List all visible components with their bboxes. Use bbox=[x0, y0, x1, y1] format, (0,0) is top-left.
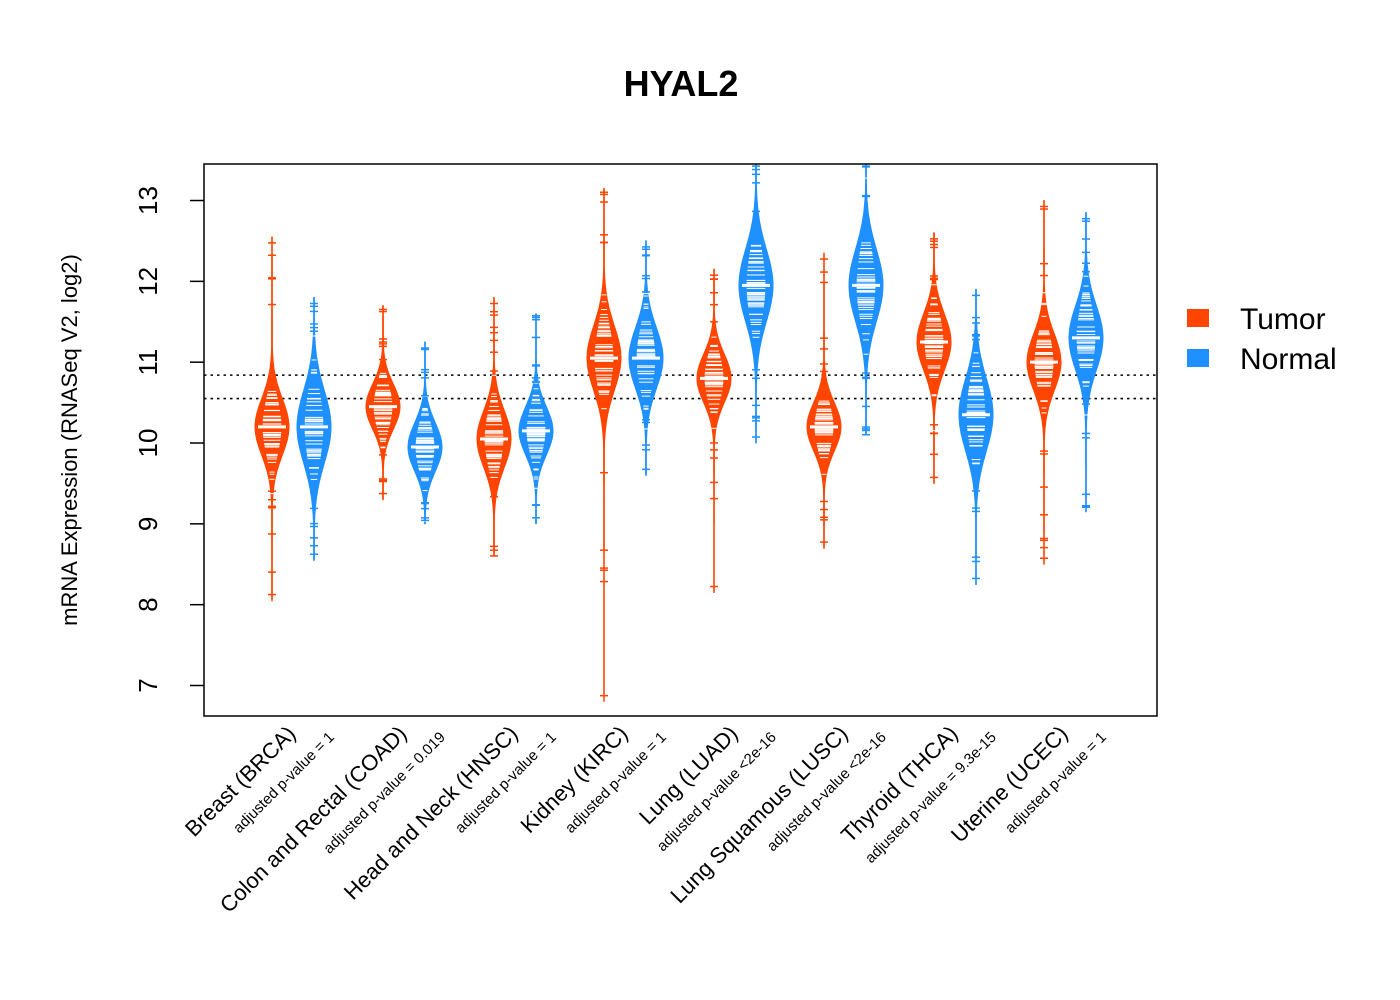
plot-area bbox=[204, 164, 1157, 702]
legend-swatch-tumor bbox=[1187, 309, 1209, 327]
violin-normal-5 bbox=[738, 164, 774, 444]
y-tick-label: 10 bbox=[133, 429, 163, 458]
y-tick-label: 9 bbox=[133, 517, 163, 531]
violin-normal-3 bbox=[518, 313, 554, 525]
y-tick-label: 8 bbox=[133, 597, 163, 611]
violin-tumor-8 bbox=[1026, 200, 1062, 565]
violin-normal-7 bbox=[958, 288, 994, 585]
y-tick-label: 11 bbox=[133, 349, 163, 376]
violin-normal-4 bbox=[628, 240, 664, 476]
violin-tumor-1 bbox=[254, 236, 290, 602]
y-tick-label: 13 bbox=[133, 186, 163, 215]
y-axis-label: mRNA Expression (RNASeq V2, log2) bbox=[57, 254, 82, 626]
violin-tumor-3 bbox=[476, 297, 512, 557]
legend-label-tumor: Tumor bbox=[1240, 303, 1326, 336]
violin-normal-8 bbox=[1068, 212, 1104, 513]
violin-tumor-7 bbox=[916, 232, 952, 484]
violin-normal-1 bbox=[296, 297, 332, 561]
legend-label-normal: Normal bbox=[1240, 343, 1337, 376]
plot-frame bbox=[203, 163, 1158, 717]
violin-tumor-4 bbox=[586, 187, 622, 702]
y-tick-label: 12 bbox=[133, 267, 163, 296]
legend-swatch-normal bbox=[1187, 349, 1209, 367]
y-tick-label: 7 bbox=[133, 678, 163, 692]
y-axis: 7 8 9 10 11 12 13 bbox=[133, 186, 204, 693]
legend: Tumor Normal bbox=[1187, 303, 1337, 376]
violin-normal-2 bbox=[407, 341, 443, 525]
chart-title: HYAL2 bbox=[624, 63, 739, 104]
violin-tumor-6 bbox=[806, 252, 842, 549]
violin-tumor-2 bbox=[365, 305, 401, 501]
violin-tumor-5 bbox=[696, 268, 732, 593]
violin-normal-6 bbox=[848, 164, 884, 436]
